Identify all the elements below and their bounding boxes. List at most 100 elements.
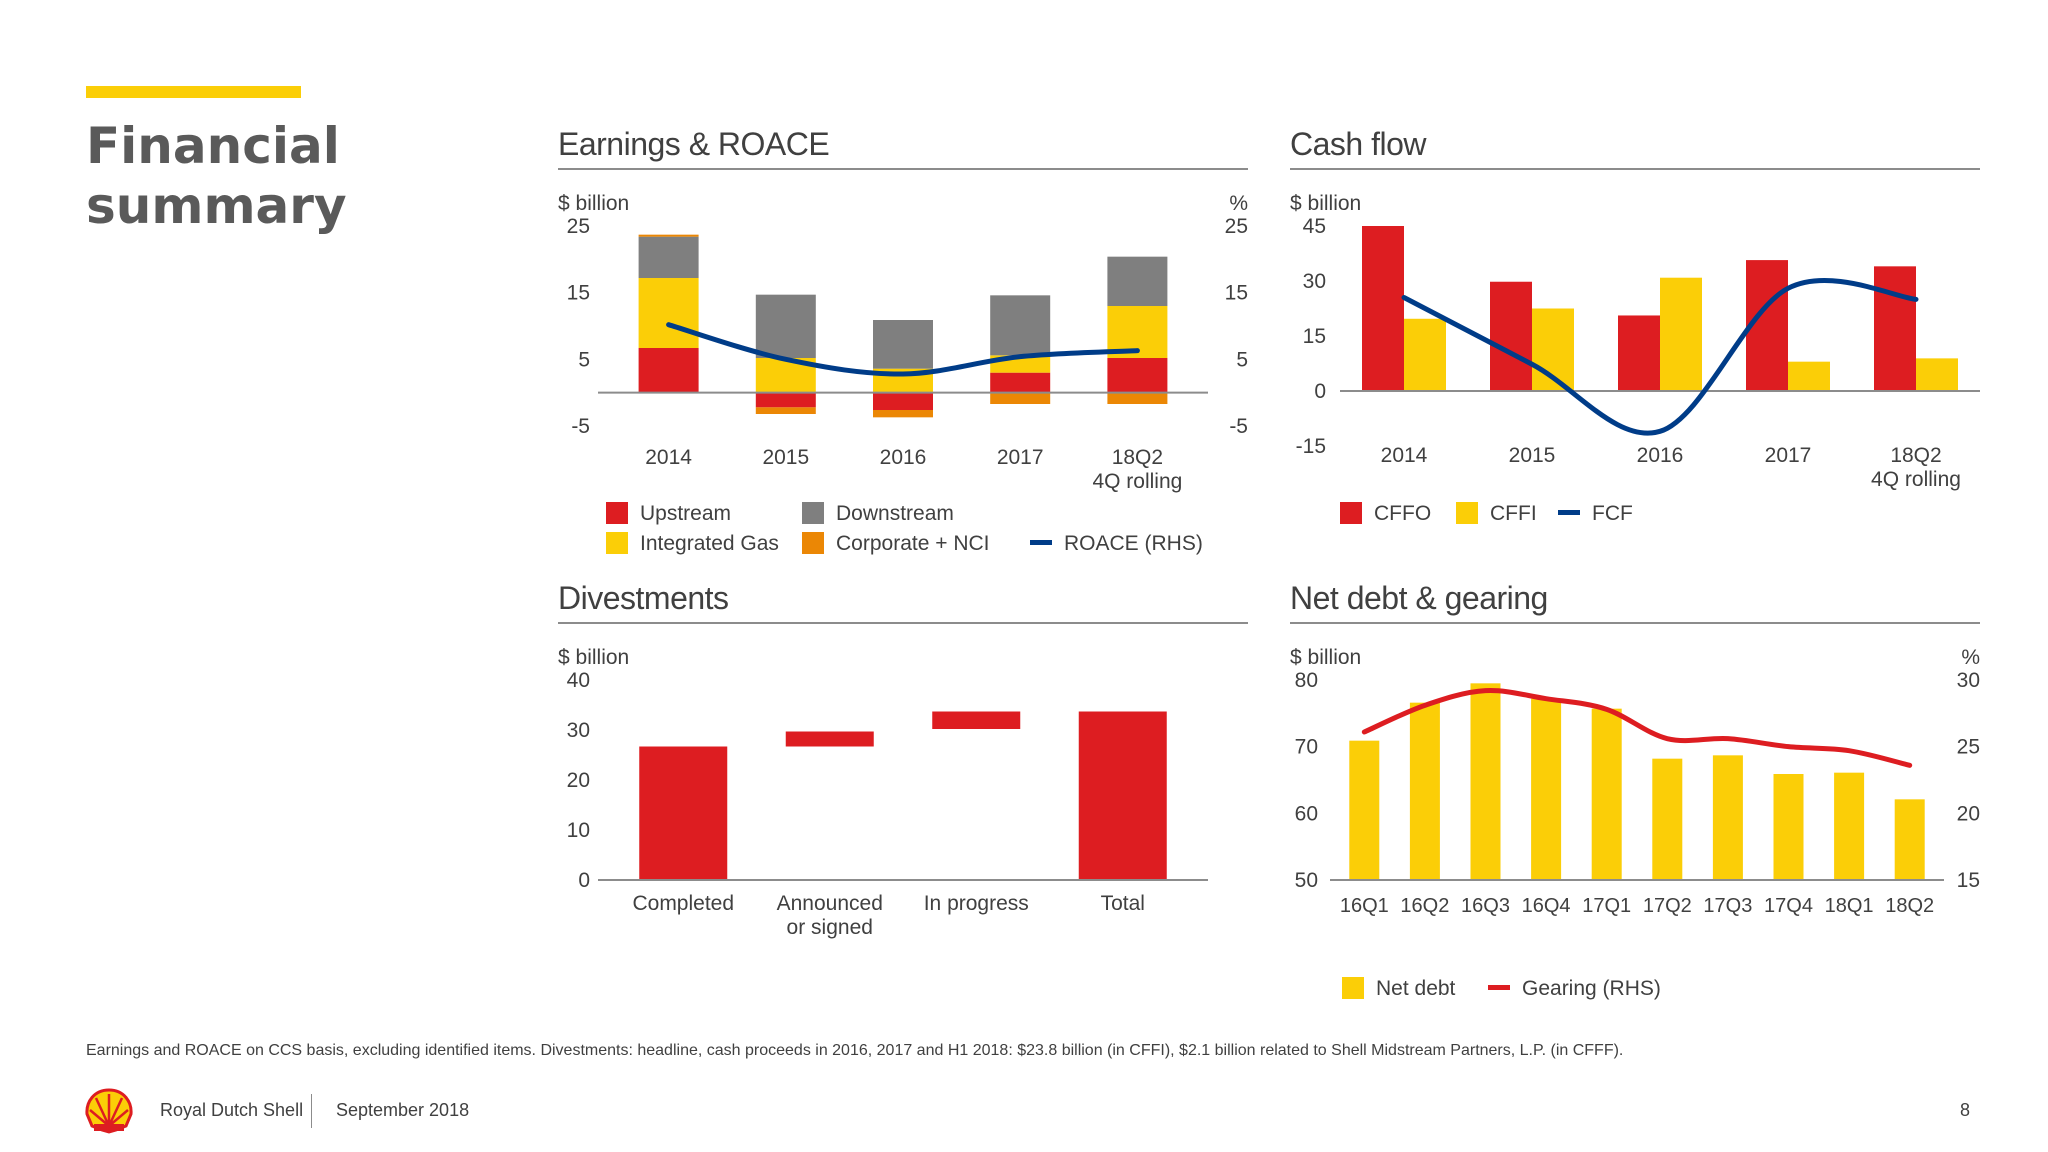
earnings-legend-downstream-swatch <box>802 502 824 524</box>
footer-company: Royal Dutch Shell <box>160 1100 304 1120</box>
cashflow-legend-fcf-swatch <box>1558 510 1580 515</box>
cashflow-ytick: -15 <box>1296 435 1326 458</box>
earnings-bar-segment <box>873 410 933 418</box>
netdebt-bar <box>1349 740 1380 880</box>
cashflow-xtick-label: 18Q2 4Q rolling <box>1871 444 1961 491</box>
divest-ytick: 0 <box>578 869 590 892</box>
cashflow-xtick-label: 2016 <box>1637 444 1684 467</box>
netdebt-chart-title: Net debt & gearing <box>1290 580 1548 616</box>
netdebt-bar <box>1409 702 1440 880</box>
netdebt-ytick-right: 30 <box>1957 669 1980 692</box>
earnings-ytick-right: 5 <box>1236 348 1248 371</box>
earnings-xtick-label: 2014 <box>645 446 692 469</box>
page-title-line2: summary <box>86 177 347 235</box>
netdebt-bar <box>1894 799 1925 880</box>
divestments-panel: Divestments $ billion 40 30 20 10 0 Completed A… <box>558 580 1248 980</box>
netdebt-bar <box>1652 758 1683 880</box>
netdebt-ytick-right: 25 <box>1957 736 1980 759</box>
shell-pecten-icon <box>85 1088 133 1134</box>
netdebt-title-rule <box>1290 622 1980 624</box>
earnings-xtick-label: 2015 <box>762 446 809 469</box>
earnings-ytick-right: 15 <box>1225 282 1248 305</box>
netdebt-ytick-left: 80 <box>1295 669 1318 692</box>
earnings-roace-panel: Earnings & ROACE $ billion% 25 25 15 15 5 5 -5-… <box>558 126 1248 566</box>
earnings-bar-segment <box>990 295 1051 356</box>
earnings-right-unit: % <box>1229 192 1248 215</box>
earnings-bar-segment <box>638 348 699 393</box>
cashflow-ytick: 0 <box>1314 380 1326 403</box>
divest-bar <box>639 746 728 880</box>
divest-xtick-label: In progress <box>924 892 1029 915</box>
netdebt-legend-gearing-swatch <box>1488 985 1510 990</box>
earnings-legend-upstream-label: Upstream <box>640 502 731 525</box>
cashflow-legend-cffo-swatch <box>1340 502 1362 524</box>
cashflow-bar-cffi <box>1916 358 1958 391</box>
cashflow-xtick-label: 2017 <box>1765 444 1812 467</box>
netdebt-xtick-label: 16Q3 <box>1461 895 1510 917</box>
earnings-roace-line <box>666 322 1140 377</box>
cashflow-ytick: 30 <box>1303 270 1326 293</box>
earnings-left-unit: $ billion <box>558 192 629 215</box>
page-number: 8 <box>1960 1100 1971 1120</box>
cashflow-bar-cffo <box>1618 315 1660 391</box>
cashflow-bar-cffi <box>1660 277 1702 391</box>
cashflow-ytick: 45 <box>1303 215 1326 238</box>
cashflow-bar-cffo <box>1490 281 1532 391</box>
footer-divider <box>311 1094 312 1128</box>
netdebt-bar <box>1531 698 1562 880</box>
netdebt-legend-net-debt-swatch <box>1342 977 1364 999</box>
net-debt-gearing-panel: Net debt & gearing $ billion% 80 30 70 25 60 2… <box>1290 580 1980 1020</box>
earnings-xtick-label: 2016 <box>880 446 927 469</box>
earnings-legend-integrated-gas-label: Integrated Gas <box>640 532 779 555</box>
earnings-xtick-label: 18Q2 4Q rolling <box>1092 446 1182 493</box>
earnings-legend-roace-swatch <box>1030 540 1052 545</box>
divest-ytick: 20 <box>567 769 590 792</box>
earnings-ytick-left: 5 <box>578 348 590 371</box>
earnings-legend-downstream-label: Downstream <box>836 502 954 525</box>
title-accent-bar <box>86 86 301 98</box>
earnings-bar-segment <box>990 392 1051 404</box>
divestments-chart-title: Divestments <box>558 580 729 616</box>
earnings-bar-segment <box>1107 256 1168 306</box>
netdebt-xtick-label: 16Q2 <box>1400 895 1449 917</box>
netdebt-xtick-label: 18Q2 <box>1885 895 1934 917</box>
cash-flow-panel: Cash flow $ billion 45 30 15 0 -15 2014 2015 201… <box>1290 126 1980 566</box>
earnings-ytick-left: -5 <box>571 415 590 438</box>
earnings-bar-segment <box>755 407 816 414</box>
netdebt-ytick-left: 60 <box>1295 802 1318 825</box>
netdebt-xtick-label: 17Q1 <box>1582 895 1631 917</box>
earnings-legend-integrated-gas-swatch <box>606 532 628 554</box>
netdebt-xtick-label: 16Q1 <box>1340 895 1389 917</box>
earnings-ytick-left: 15 <box>567 282 590 305</box>
footer-date: September 2018 <box>336 1100 470 1120</box>
earnings-ytick-right: 25 <box>1225 215 1248 238</box>
divest-ytick: 40 <box>567 669 590 692</box>
netdebt-bar <box>1773 774 1804 880</box>
cashflow-xtick-label: 2015 <box>1509 444 1556 467</box>
divest-xtick-label: Announced or signed <box>777 892 883 939</box>
earnings-legend-corporate-label: Corporate + NCI <box>836 532 989 555</box>
netdebt-xtick-label: 16Q4 <box>1522 895 1571 917</box>
earnings-bar-segment <box>638 236 699 278</box>
cashflow-legend-cffi-label: CFFI <box>1490 502 1537 525</box>
footnote: Earnings and ROACE on CCS basis, excludi… <box>86 1042 1624 1059</box>
netdebt-legend-gearing-label: Gearing (RHS) <box>1522 977 1661 1000</box>
earnings-bar-segment <box>990 372 1051 393</box>
netdebt-bar <box>1470 683 1501 880</box>
netdebt-right-unit: % <box>1961 646 1980 669</box>
earnings-bar-segment <box>755 294 816 358</box>
cashflow-bar-cffi <box>1788 361 1830 391</box>
earnings-chart-title: Earnings & ROACE <box>558 126 830 162</box>
page-title-line1: Financial <box>86 117 340 175</box>
netdebt-xtick-label: 17Q4 <box>1764 895 1813 917</box>
netdebt-xtick-label: 17Q2 <box>1643 895 1692 917</box>
cashflow-bar-cffo <box>1362 226 1404 391</box>
divest-bar <box>932 711 1021 729</box>
earnings-legend-roace-label: ROACE (RHS) <box>1064 532 1203 555</box>
divest-ytick: 10 <box>567 819 590 842</box>
cashflow-ytick: 15 <box>1303 325 1326 348</box>
footer: Royal Dutch Shell September 2018 8 <box>0 1082 2048 1142</box>
netdebt-ytick-left: 50 <box>1295 869 1318 892</box>
